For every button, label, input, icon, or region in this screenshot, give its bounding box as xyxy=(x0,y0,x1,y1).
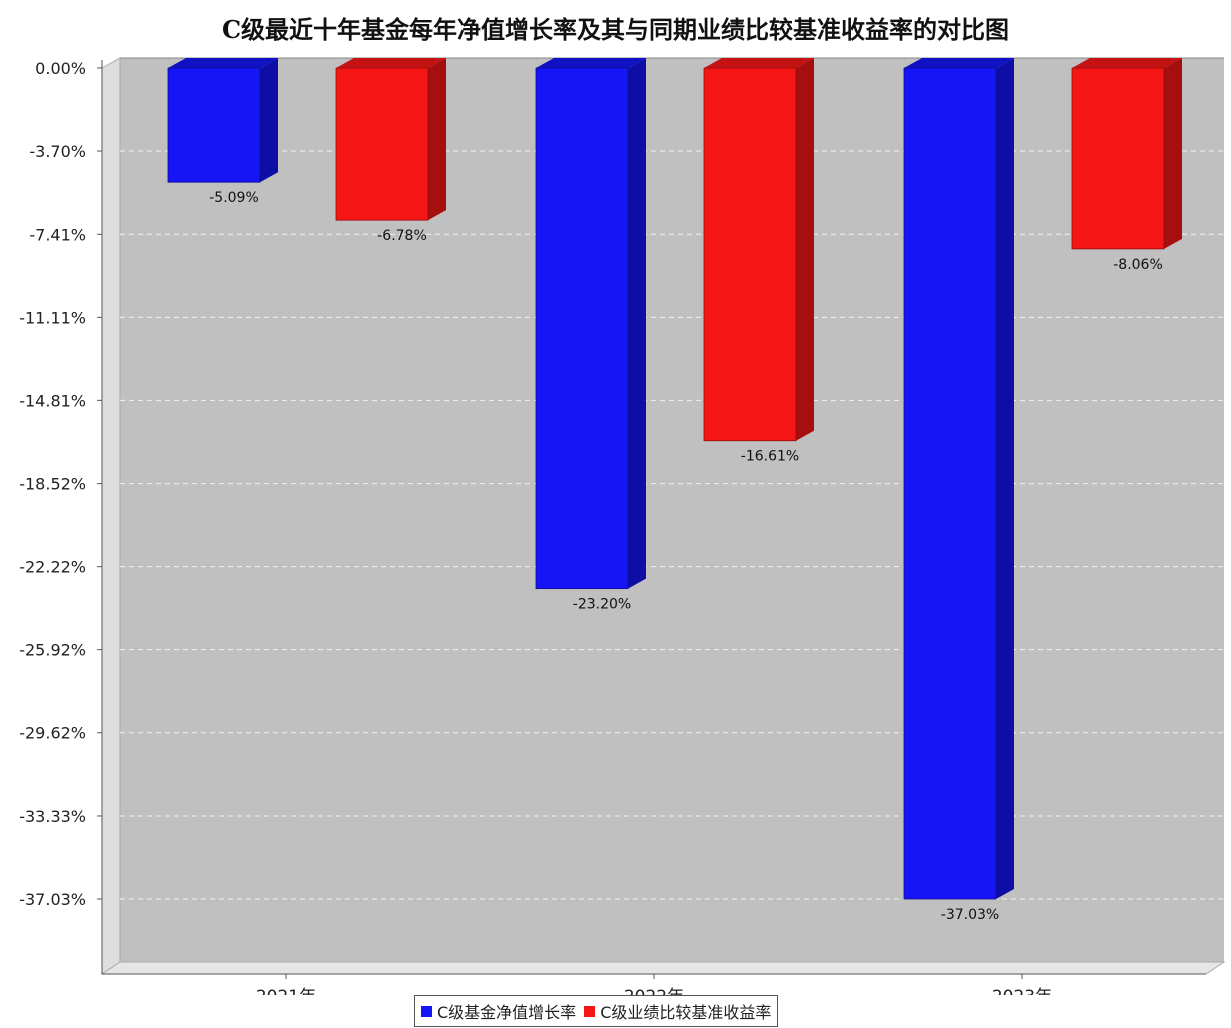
y-tick-label: -14.81% xyxy=(19,391,86,410)
bar-front xyxy=(535,67,629,590)
bar-front xyxy=(335,67,429,221)
bar-data-label: -5.09% xyxy=(209,190,259,206)
y-tick-label: -18.52% xyxy=(19,475,86,494)
y-axis: 0.00% -3.70% -7.41% -11.11% -14.81% -18.52% -2… xyxy=(19,59,103,974)
bar-top xyxy=(336,58,446,68)
bar xyxy=(535,58,646,590)
bar-data-label: -16.61% xyxy=(741,449,799,465)
y-tick-label: 0.00% xyxy=(35,59,86,78)
plot-floor xyxy=(100,961,1226,975)
bar-top xyxy=(168,58,278,68)
plot-back-wall xyxy=(120,58,1224,962)
bar-data-label: -6.78% xyxy=(377,228,427,244)
legend-swatch-nav-growth xyxy=(421,1005,432,1017)
bar xyxy=(1071,58,1182,250)
legend: C级基金净值增长率 C级业绩比较基准收益率 xyxy=(414,995,779,1027)
bar-data-label: -8.06% xyxy=(1113,257,1163,273)
x-axis: 2021年 2022年 2023年 xyxy=(102,973,1206,995)
bar xyxy=(167,58,278,183)
bar-side xyxy=(628,58,646,589)
bar-top xyxy=(904,58,1014,68)
bar xyxy=(703,58,814,442)
bar-chart: 0.00% -3.70% -7.41% -11.11% -14.81% -18.52% -2… xyxy=(19,57,1226,995)
bar-side xyxy=(1164,58,1182,249)
y-tick-label: -33.33% xyxy=(19,807,86,826)
chart-title: C级最近十年基金每年净值增长率及其与同期业绩比较基准收益率的对比图 xyxy=(221,15,1010,44)
bar xyxy=(903,58,1014,900)
bar-side xyxy=(996,58,1014,899)
bar-top xyxy=(704,58,814,68)
y-tick-label: -3.70% xyxy=(29,142,86,161)
bar-side xyxy=(796,58,814,441)
plot-left-wall xyxy=(101,57,121,975)
bar-front xyxy=(703,67,797,442)
y-tick-label: -11.11% xyxy=(19,308,86,327)
bar-data-label: -23.20% xyxy=(573,597,631,613)
y-tick-label: -25.92% xyxy=(19,641,86,660)
legend-label-nav-growth: C级基金净值增长率 xyxy=(437,1003,577,1022)
bar-top xyxy=(1072,58,1182,68)
bar-front xyxy=(903,67,997,900)
bar-side xyxy=(428,58,446,221)
legend-label-benchmark: C级业绩比较基准收益率 xyxy=(600,1003,772,1022)
y-tick-label: -29.62% xyxy=(19,724,86,743)
plot-frame xyxy=(100,57,1226,975)
x-tick-label: 2022年 xyxy=(624,987,684,995)
bar-side xyxy=(260,58,278,183)
y-tick-label: -7.41% xyxy=(29,225,86,244)
legend-item-nav-growth: C级基金净值增长率 xyxy=(421,999,576,1023)
bar-front xyxy=(167,67,261,183)
bars: -5.09% -6.78% -23.20% -16.61% -37.03% -8.06% xyxy=(167,58,1182,923)
y-tick-label: -22.22% xyxy=(19,558,86,577)
legend-item-benchmark: C级业绩比较基准收益率 xyxy=(584,999,771,1023)
grid-lines xyxy=(120,150,1224,900)
y-tick-label: -37.03% xyxy=(19,890,86,909)
bar-data-label: -37.03% xyxy=(941,907,999,923)
x-tick-label: 2021年 xyxy=(256,987,316,995)
x-tick-label: 2023年 xyxy=(992,987,1052,995)
bar-front xyxy=(1071,67,1165,250)
bar-top xyxy=(536,58,646,68)
legend-swatch-benchmark xyxy=(584,1005,596,1017)
bar xyxy=(335,58,446,221)
